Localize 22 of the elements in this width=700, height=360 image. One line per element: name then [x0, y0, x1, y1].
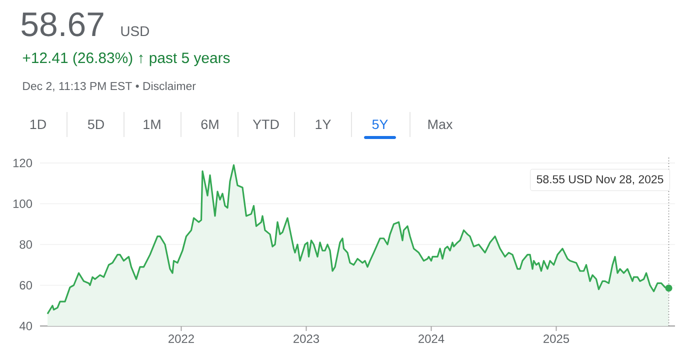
- y-tick-label: 80: [20, 240, 32, 249]
- y-tick-label: 60: [20, 281, 32, 290]
- x-tick-label: 2022: [168, 334, 194, 343]
- text: 1D: [30, 120, 46, 129]
- chart-subtitle: +12.41 (26.83%) ↑ past 5 years: [22, 52, 230, 66]
- chart-title: 58.67: [22, 12, 104, 36]
- text: 5Y: [372, 120, 388, 130]
- annotation: 58.55 USD Nov 28, 2025: [536, 175, 664, 185]
- text: 5D: [88, 120, 104, 130]
- y-tick-label: 100: [13, 200, 32, 208]
- text: 1M: [144, 120, 160, 129]
- text: 1Y: [316, 120, 331, 129]
- y-tick-label: 40: [19, 322, 32, 330]
- x-tick-label: 2023: [294, 334, 320, 343]
- y-tick-label: 120: [13, 158, 32, 168]
- text: Dec 2, 11:13 PM EST • Disclaimer: [23, 82, 196, 92]
- text: YTD: [252, 120, 279, 129]
- text: Max: [428, 120, 453, 130]
- text: 6M: [201, 120, 218, 130]
- x-tick-label: 2024: [418, 334, 444, 343]
- text: USD: [121, 26, 149, 36]
- x-tick-label: 2025: [544, 334, 570, 343]
